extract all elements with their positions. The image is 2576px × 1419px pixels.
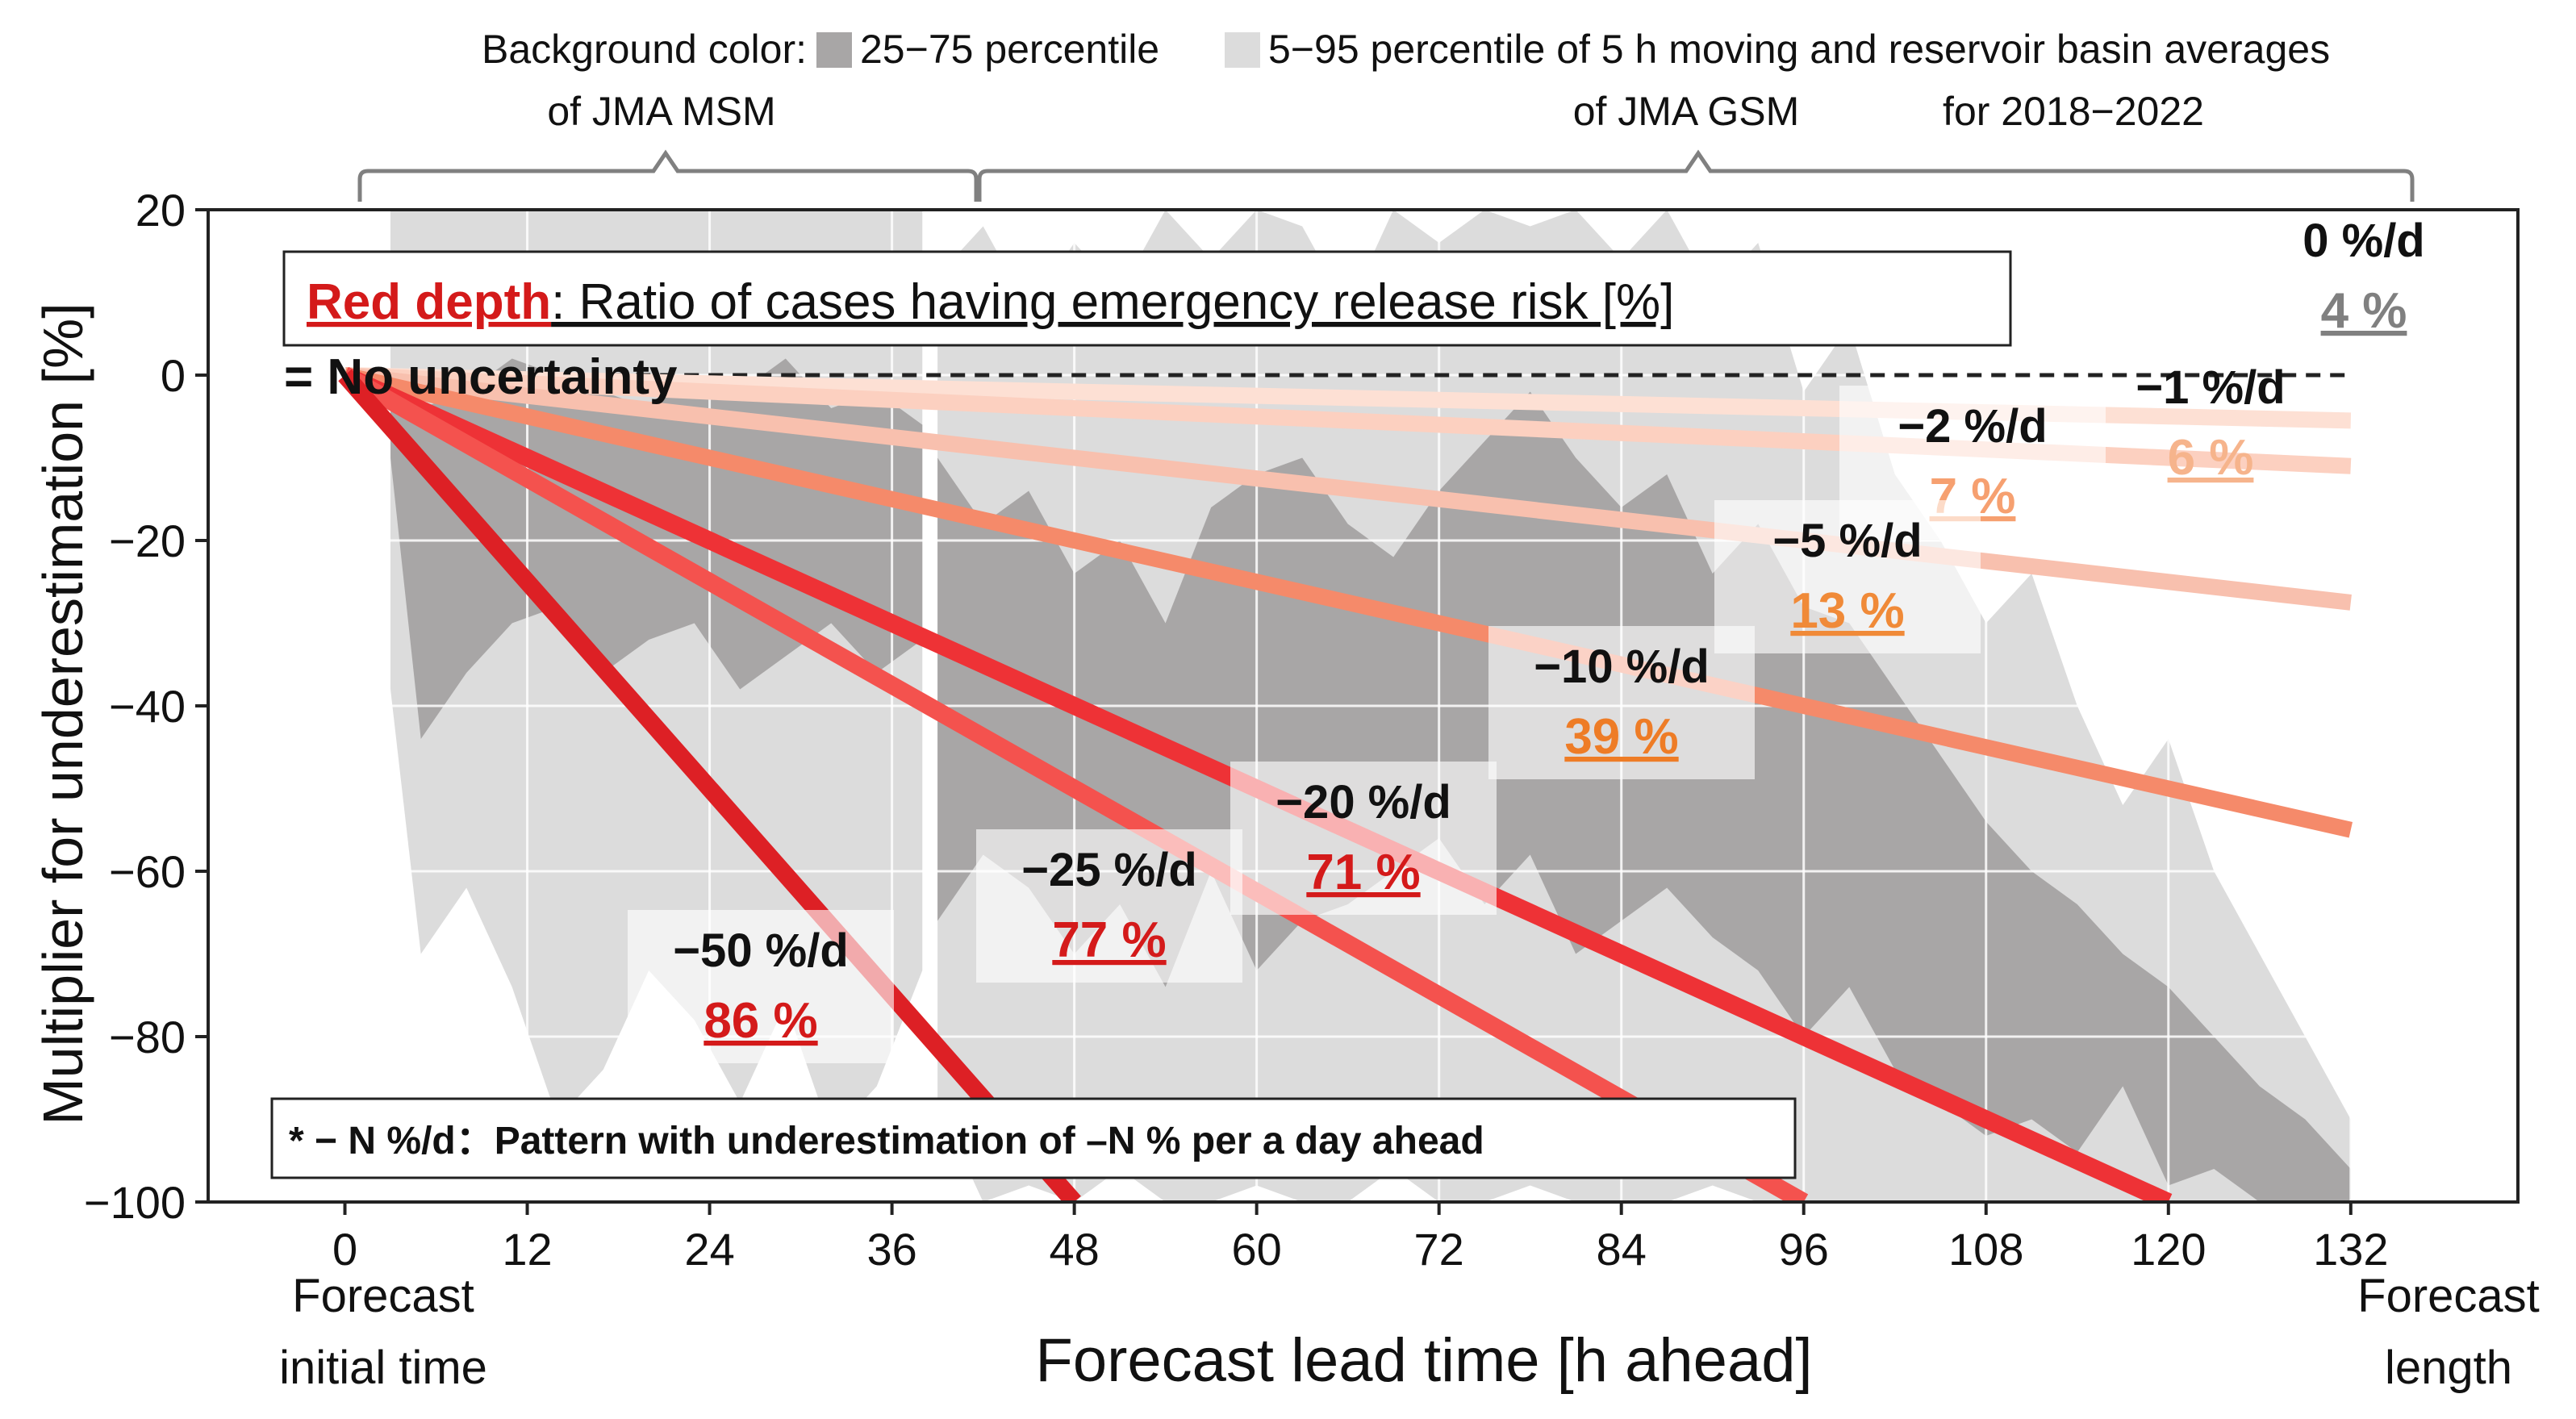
red-depth-rest: : Ratio of cases having emergency releas… [551,274,1674,330]
series-risk-label: 39 % [1564,709,1678,765]
series-rate-label: −5 %/d [1772,515,1922,567]
legend-prefix: Background color: [482,27,807,72]
y-tick-label: 20 [136,185,186,236]
series-risk-label: 71 % [1306,845,1420,900]
series-rate-label: −10 %/d [1534,641,1710,693]
x-start-label-1: Forecast [292,1270,474,1322]
series-rate-label: −2 %/d [1898,400,2047,453]
x-tick-label: 48 [1049,1224,1099,1275]
x-axis-label: Forecast lead time [h ahead] [1035,1326,1812,1395]
series-label-group: −5 %/d 13 % [1714,500,1981,653]
x-tick-label: 0 [332,1224,357,1275]
footnote-box: * − N %/d：Pattern with underestimation o… [270,1097,1797,1179]
series-label-group: 0 %/d 4 % [2303,215,2425,339]
y-tick-label: −80 [109,1012,186,1062]
series-risk-label: 4 % [2321,283,2407,339]
legend-light-label: 5−95 percentile of 5 h moving and reserv… [1268,27,2330,72]
series-risk-label: 77 % [1052,912,1166,968]
no-uncertainty-label: = No uncertainty [284,349,678,405]
x-tick-label: 36 [866,1224,916,1275]
x-tick-label: 24 [684,1224,734,1275]
y-tick-label: −20 [109,515,186,566]
series-risk-label: 13 % [1790,583,1904,639]
series-label-backdrop [1230,762,1497,915]
x-tick-label: 84 [1597,1224,1647,1275]
legend-light-swatch [1225,32,1260,68]
msm-bracket [357,149,979,202]
series-rate-label: −1 %/d [2136,361,2285,414]
footnote-text: * − N %/d：Pattern with underestimation o… [289,1120,1484,1162]
x-tick-label: 12 [502,1224,552,1275]
series-risk-label: 86 % [703,993,817,1049]
y-tick-label: 0 [161,350,186,401]
x-tick-label: 132 [2313,1224,2388,1275]
legend-dark-label: 25−75 percentile [860,27,1159,72]
x-start-label-2: initial time [279,1342,487,1394]
series-label-backdrop [1488,626,1755,779]
series-line [340,367,1809,1202]
series-label-backdrop [976,829,1242,983]
legend-msm-label: of JMA MSM [547,89,775,134]
x-tick-label: 60 [1232,1224,1282,1275]
red-depth-box: Red depth: Ratio of cases having emergen… [282,250,2012,347]
series-rate-label: −50 %/d [673,924,849,977]
axis-ticks: 0 12 24 36 48 60 72 84 96 108 120 132 20 0 −20 −40 −60 −8… [84,185,2389,1275]
top-legend: Background color: 25−75 percentile 5−95 … [357,27,2415,202]
series-rate-label: −25 %/d [1021,844,1197,896]
series-label-group: −20 %/d 71 % [1230,762,1497,915]
series-line [343,367,2353,838]
series-line [338,369,1081,1202]
y-axis-label: Multiplier for underestimation [%] [31,303,94,1125]
series-rate-label: −20 %/d [1275,776,1451,828]
series-line [344,367,2352,611]
series-label-backdrop [628,910,894,1063]
x-tick-label: 96 [1779,1224,1829,1275]
series-rate-label: 0 %/d [2303,215,2425,267]
x-tick-label: 72 [1414,1224,1464,1275]
y-tick-label: −40 [109,681,186,732]
legend-gsm-label: of JMA GSM [1573,89,1800,134]
series-label-backdrop [1714,500,1981,653]
series-labels: 0 %/d4 %−1 %/d6 %−2 %/d7 %−5 %/d13 %−10 … [628,215,2425,1063]
series-label-group: −1 %/d 6 % [2136,361,2285,486]
x-end-label-2: length [2385,1342,2512,1394]
legend-period-label: for 2018−2022 [1943,89,2204,134]
series-label-group: −10 %/d 39 % [1488,626,1755,779]
y-tick-label: −60 [109,846,186,897]
y-tick-label: −100 [84,1177,186,1228]
x-tick-label: 120 [2131,1224,2206,1275]
series-risk-label: 6 % [2168,430,2254,486]
x-tick-label: 108 [1948,1224,2023,1275]
svg-text:Red depth: Ratio of cases havi: Red depth: Ratio of cases having emergen… [307,274,1674,330]
series-label-group: −25 %/d 77 % [976,829,1242,983]
red-depth-title: Red depth [307,274,551,330]
legend-dark-swatch [816,32,852,68]
series-label-group: −50 %/d 86 % [628,910,894,1063]
gsm-bracket [977,149,2415,202]
x-end-label-1: Forecast [2357,1270,2540,1322]
